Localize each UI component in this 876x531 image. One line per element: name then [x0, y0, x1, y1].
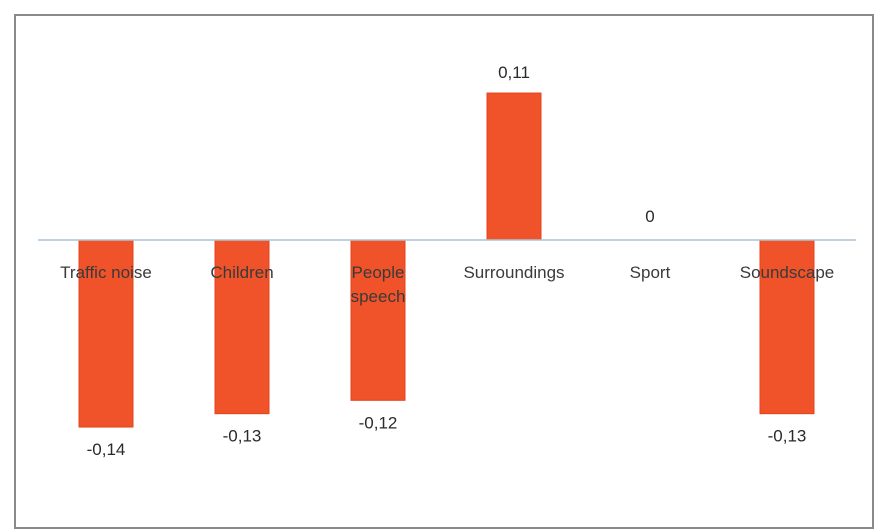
category-label-5: Soundscape: [740, 263, 835, 282]
category-label-3: Surroundings: [463, 263, 564, 282]
category-label-2: People speech: [351, 263, 406, 306]
category-label-4: Sport: [630, 263, 671, 282]
bar-5: [759, 239, 815, 415]
bar-2: [350, 239, 406, 401]
data-label-1: -0,13: [223, 427, 262, 446]
data-label-0: -0,14: [87, 440, 126, 459]
data-label-5: -0,13: [768, 427, 807, 446]
data-label-2: -0,12: [359, 413, 398, 432]
category-label-0: Traffic noise: [60, 263, 152, 282]
bar-0: [78, 239, 134, 428]
data-label-3: 0,11: [498, 63, 530, 82]
bar-3: [486, 92, 542, 241]
chart-frame: [14, 14, 874, 529]
category-label-1: Children: [210, 263, 273, 282]
data-label-4: 0: [645, 207, 654, 226]
